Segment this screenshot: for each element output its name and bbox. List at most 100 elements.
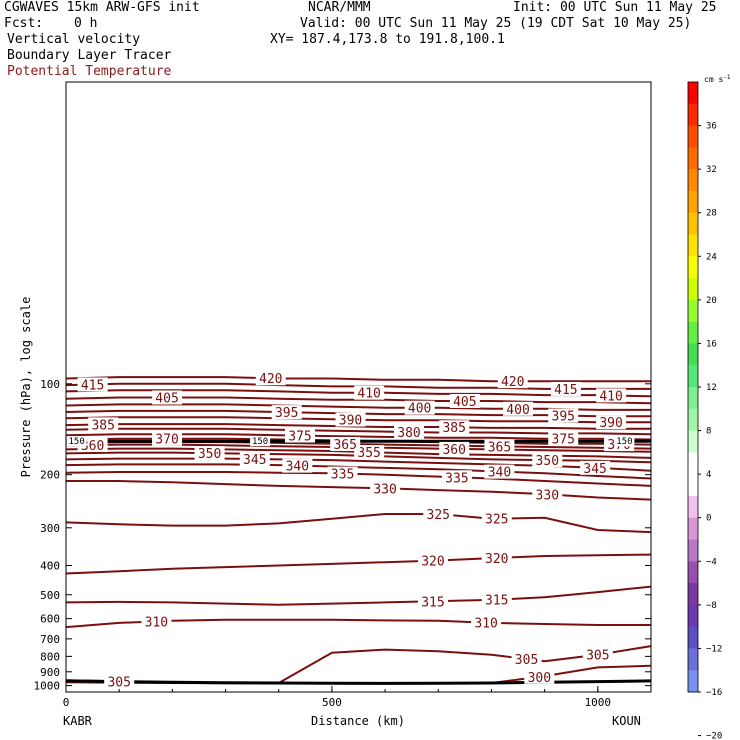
colorbar-swatch <box>688 626 698 649</box>
y-tick-label-600: 600 <box>40 613 60 626</box>
colorbar-tick-label: 4 <box>706 470 711 480</box>
contour-label-305-bg <box>511 651 542 666</box>
colorbar-tick-label: 0 <box>706 514 711 524</box>
contour-label-300: 300 <box>528 671 551 686</box>
contour-label-330: 330 <box>373 482 396 497</box>
colorbar-tick-label: −4 <box>706 557 717 567</box>
colorbar-swatch <box>688 103 698 127</box>
contour-label-310: 310 <box>145 615 168 630</box>
contour-label-305-bg <box>104 674 135 689</box>
field-vertical-velocity: Vertical velocity <box>7 32 141 47</box>
contour-label-315: 315 <box>421 595 444 610</box>
contour-label-335: 335 <box>331 468 354 483</box>
tropopause-label-bg <box>250 436 271 447</box>
y-axis-title: Pressure (hPa), log scale <box>19 297 33 478</box>
contour-label-385: 385 <box>91 418 114 433</box>
contour-label-365-bg <box>484 439 515 454</box>
contour-label-340-bg <box>282 458 313 473</box>
contour-label-415: 415 <box>554 383 577 398</box>
contour-label-310: 310 <box>474 617 497 632</box>
isentrope-315 <box>65 585 652 606</box>
colorbar-tick-label: 36 <box>706 122 717 132</box>
colorbar-tick-label: −20 <box>706 732 722 740</box>
contour-label-375-bg <box>285 428 315 443</box>
contour-label-310-bg <box>471 615 502 630</box>
tropopause-label: 150 <box>252 437 268 447</box>
contour-label-395: 395 <box>552 409 575 424</box>
contour-label-335: 335 <box>445 471 468 486</box>
colorbar-tick-label: −16 <box>706 688 722 698</box>
contour-label-335-bg <box>327 466 358 481</box>
contour-label-355-bg <box>354 445 385 460</box>
contour-label-325-bg <box>423 506 454 521</box>
field-potential-temperature: Potential Temperature <box>7 64 172 79</box>
colorbar-tick-label: 20 <box>706 296 717 306</box>
contour-label-375: 375 <box>552 433 575 448</box>
colorbar-swatch <box>688 583 698 606</box>
contour-label-330: 330 <box>536 488 559 503</box>
contour-label-325: 325 <box>427 508 450 523</box>
tropopause-label: 150 <box>69 437 85 447</box>
init-time: Init: 00 UTC Sun 11 May 25 <box>513 0 717 15</box>
org-label: NCAR/MMM <box>308 0 371 15</box>
colorbar-swatch <box>688 670 698 693</box>
tropopause-label: 150 <box>616 437 632 447</box>
x-tick-label-500: 500 <box>322 696 342 709</box>
colorbar-tick-label: −8 <box>706 601 717 611</box>
colorbar-swatch <box>688 212 698 235</box>
isentrope-305 <box>65 645 652 685</box>
contour-label-405: 405 <box>453 395 476 410</box>
isentrope-420 <box>65 376 651 383</box>
contour-label-320-bg <box>417 553 448 568</box>
x-tick-label-0: 0 <box>63 696 70 709</box>
contour-label-350: 350 <box>198 447 221 462</box>
colorbar-swatch <box>688 648 698 671</box>
colorbar-swatch <box>688 147 698 170</box>
y-tick-label-500: 500 <box>40 589 60 602</box>
contour-label-350: 350 <box>536 454 559 469</box>
x-end-label: KOUN <box>612 714 641 728</box>
colorbar: 36 32 28 24 20 16 12 8 4 0 −4 −8 −12 −16 −20 <box>687 81 722 740</box>
colorbar-tick-label: 28 <box>706 209 717 219</box>
colorbar-swatch <box>688 125 698 148</box>
contour-label-300-bg <box>524 669 555 684</box>
contour-label-415-bg <box>550 381 581 396</box>
boundary-layer-top-line <box>65 679 652 685</box>
colorbar-swatch <box>688 365 698 388</box>
model-title: CGWAVES 15km ARW-GFS init <box>4 0 200 15</box>
contour-label-305: 305 <box>107 675 130 690</box>
colorbar-swatch <box>688 82 698 105</box>
contour-label-410-bg <box>596 388 627 403</box>
contour-label-405-bg <box>449 393 480 408</box>
contour-label-385-bg <box>439 420 470 435</box>
y-tick-label-100: 100 <box>40 378 60 391</box>
colorbar-swatch <box>688 190 698 214</box>
isentrope-320 <box>65 553 652 575</box>
contour-label-410: 410 <box>357 387 380 402</box>
colorbar-swatch <box>688 408 698 432</box>
colorbar-tick-label: 12 <box>706 383 717 393</box>
contour-label-380-bg <box>394 425 425 440</box>
contour-label-365: 365 <box>488 440 511 455</box>
contour-label-340: 340 <box>286 460 309 475</box>
contour-label-415: 415 <box>81 378 104 393</box>
contour-label-340: 340 <box>488 466 511 481</box>
colorbar-swatch <box>688 452 698 475</box>
contour-label-320: 320 <box>485 552 508 567</box>
colorbar-swatch <box>688 299 698 323</box>
contour-label-400: 400 <box>506 403 529 418</box>
x-axis: 0 500 1000 <box>63 686 611 709</box>
contour-label-400-bg <box>503 401 534 416</box>
contour-label-405: 405 <box>155 391 178 406</box>
x-tick-label-1000: 1000 <box>585 696 612 709</box>
contour-label-410: 410 <box>599 389 622 404</box>
y-tick-label-700: 700 <box>40 633 60 646</box>
contour-label-395-bg <box>271 405 302 420</box>
contour-label-415-bg <box>77 377 108 392</box>
contour-label-325: 325 <box>485 513 508 528</box>
contour-label-350-bg <box>194 446 225 461</box>
contour-label-375-bg <box>548 431 579 446</box>
contour-labels: 300 305 305 305 310 310 315 315 320 320 325 325 330 3… <box>66 371 635 690</box>
y-tick-label-1000: 1000 <box>34 680 61 693</box>
